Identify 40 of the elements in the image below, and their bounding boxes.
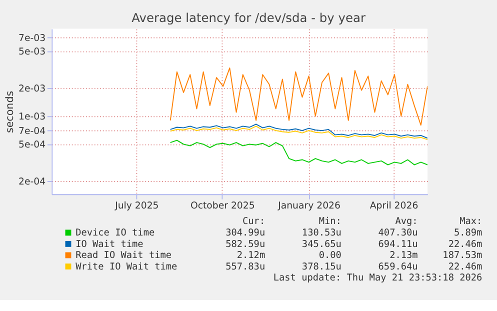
y-tick-label: 2e-04 — [18, 176, 46, 188]
x-tick-label: April 2026 — [370, 200, 418, 212]
text: Cur: — [242, 216, 266, 228]
y-tick-label: 7e-04 — [18, 126, 46, 137]
text: 304.99u — [226, 227, 266, 238]
text: 22.46m — [448, 238, 483, 250]
text: 2.12m — [236, 250, 266, 262]
text: 345.65u — [302, 238, 342, 250]
text: 694.11u — [378, 238, 418, 250]
text: 378.15u — [302, 261, 342, 272]
line-series — [170, 140, 428, 166]
x-tick-label: January 2026 — [277, 200, 340, 212]
text: 2.13m — [390, 250, 418, 262]
text: 130.53u — [302, 227, 342, 238]
text: 5.89m — [454, 227, 483, 238]
legend-label: IO Wait time — [76, 238, 144, 250]
text: Avg: — [395, 216, 418, 228]
legend-label: Write IO Wait time — [76, 261, 178, 272]
chart-title: Average latency for /dev/sda - by year — [132, 11, 366, 26]
y-tick-label: 5e-04 — [18, 139, 46, 150]
x-tick-label: October 2025 — [190, 200, 255, 212]
legend-label: Read IO Wait time — [76, 250, 172, 262]
y-tick-label: 1e-03 — [18, 111, 46, 122]
text: 407.30u — [378, 227, 418, 238]
y-tick-label: 2e-03 — [18, 83, 46, 94]
y-tick-label: 5e-03 — [18, 46, 46, 58]
x-tick-label: July 2025 — [114, 200, 159, 212]
text: 22.46m — [448, 261, 483, 272]
text: 187.53m — [442, 250, 483, 262]
text: 0.00 — [318, 250, 342, 262]
text: 557.83u — [226, 261, 266, 272]
y-axis-title: seconds — [4, 90, 16, 134]
text: 659.64u — [378, 261, 418, 272]
text: Max: — [460, 216, 482, 228]
legend-label: Device IO time — [76, 227, 155, 238]
text: Min: — [318, 216, 342, 228]
text: Last update: Thu May 21 23:53:18 2026 — [273, 272, 483, 284]
y-tick-label: 7e-03 — [18, 32, 46, 44]
text: 582.59u — [226, 238, 266, 250]
line-series — [170, 67, 428, 126]
